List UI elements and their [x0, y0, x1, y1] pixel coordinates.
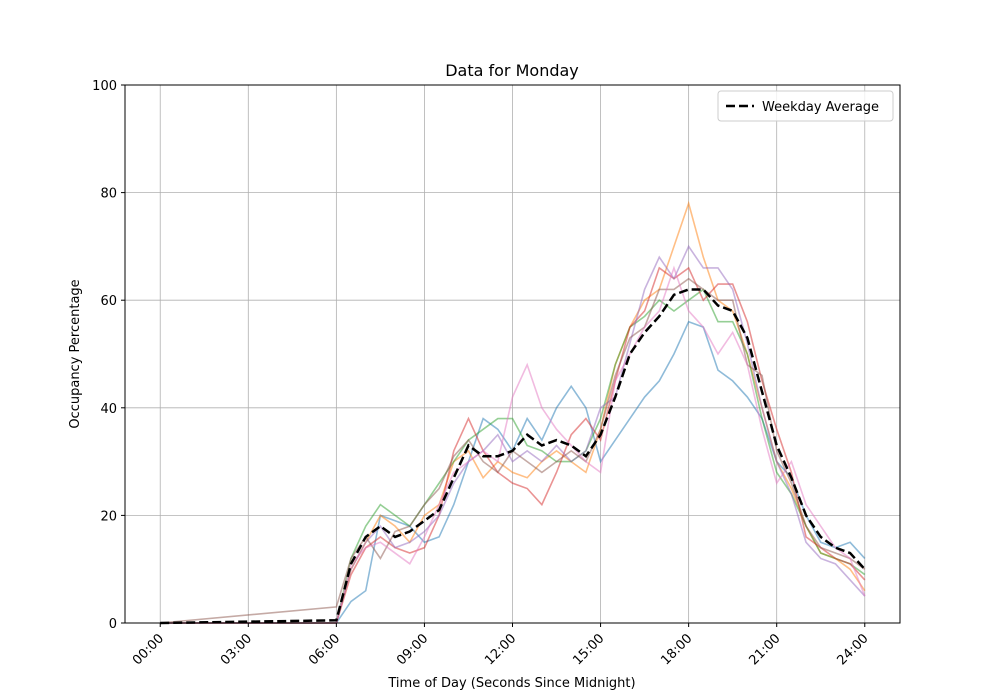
grid [125, 84, 900, 624]
y-tick-label: 80 [100, 187, 117, 202]
y-axis-label: Occupancy Percentage [68, 279, 83, 428]
legend-label: Weekday Average [762, 100, 879, 115]
y-tick-label: 0 [109, 617, 117, 632]
legend: Weekday Average [717, 90, 894, 122]
y-tick-label: 100 [92, 79, 117, 94]
chart-title: Data for Monday [445, 61, 579, 80]
series-line [160, 288, 866, 625]
series-line [160, 265, 866, 624]
y-tick-label: 40 [100, 402, 117, 417]
y-tick-label: 60 [100, 294, 117, 309]
legend-box [717, 90, 894, 122]
lines [160, 200, 866, 625]
series-line [160, 244, 866, 624]
x-axis-label: Time of Day (Seconds Since Midnight) [387, 676, 635, 691]
y-tick-label: 20 [100, 509, 117, 524]
